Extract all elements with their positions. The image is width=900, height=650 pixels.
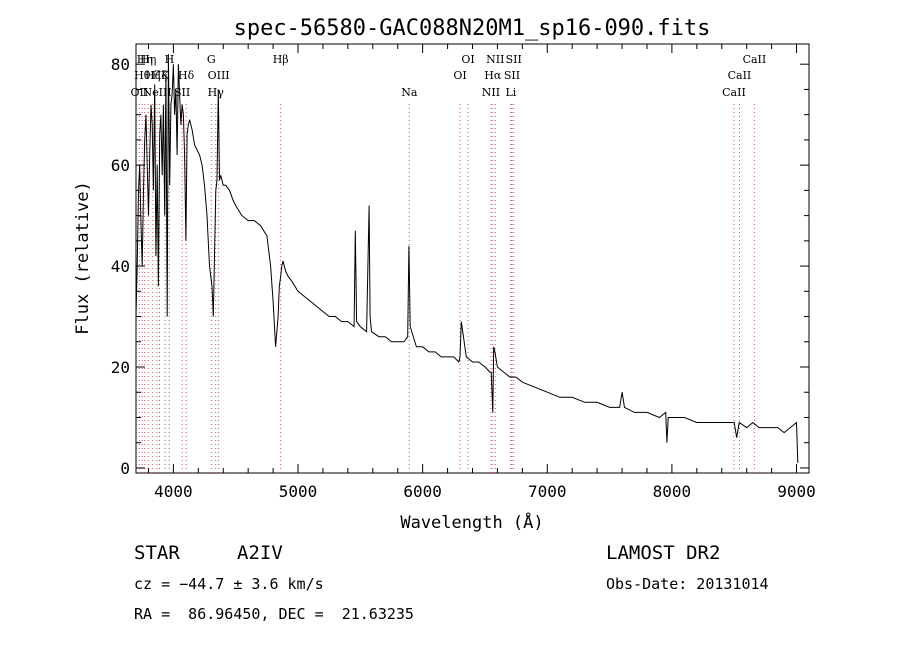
line-marker-label: CaII <box>722 86 746 99</box>
observation-date: Obs-Date: 20131014 <box>606 575 769 593</box>
redshift-value: cz = −44.7 ± 3.6 km/s <box>134 575 324 593</box>
y-tick-label: 80 <box>111 55 130 74</box>
line-marker-label: OI <box>461 53 474 66</box>
line-marker-label: Hγ <box>208 86 225 99</box>
line-marker-label: SII <box>504 69 520 82</box>
line-marker-label: OII <box>131 86 149 99</box>
x-tick-label: 9000 <box>777 482 816 501</box>
y-tick-label: 40 <box>111 257 130 276</box>
line-marker-label: OIII <box>208 69 230 82</box>
line-marker-label: NII <box>482 86 500 99</box>
x-tick-label: 6000 <box>403 482 442 501</box>
plot-frame <box>135 43 810 474</box>
line-marker-label: Hη <box>137 53 153 66</box>
spectral-subclass: A2IV <box>237 542 283 564</box>
x-tick-label: 7000 <box>528 482 567 501</box>
spectrum-series-line <box>135 54 799 463</box>
line-marker-label: G <box>207 53 216 66</box>
x-tick-label: 4000 <box>154 482 193 501</box>
x-tick-label: 5000 <box>279 482 318 501</box>
line-marker-label: Hα <box>484 69 502 82</box>
line-marker-label: Na <box>401 86 418 99</box>
y-tick-label: 60 <box>111 156 130 175</box>
line-marker-label: CaII <box>728 69 752 82</box>
chart-title: spec-56580-GAC088N20M1_sp16-090.fits <box>234 16 711 41</box>
line-marker-label: Hβ <box>273 53 289 66</box>
line-marker-label: H <box>165 53 175 66</box>
line-marker-label: OI <box>453 69 466 82</box>
line-markers: OIIHθHηHηHζNeIIIHζKHSIIHδGHγOIIIHβNaOIOI… <box>131 53 767 473</box>
x-tick-label: 8000 <box>653 482 692 501</box>
y-axis-label: Flux (relative) <box>73 181 93 335</box>
line-marker-label: NeIII <box>142 86 171 99</box>
line-marker-label: Hη <box>140 53 156 66</box>
axis-ticks: 4000 5000 6000 7000 8000 9000 0 20 40 60 80 <box>111 44 816 501</box>
line-marker-label: Hθ <box>134 69 151 82</box>
line-marker-label: Li <box>505 86 516 99</box>
line-marker-label: CaII <box>743 53 767 66</box>
line-marker-label: Hζ <box>145 69 161 82</box>
survey-name: LAMOST DR2 <box>606 542 721 564</box>
object-type: STAR <box>134 542 180 564</box>
coordinates: RA = 86.96450, DEC = 21.63235 <box>134 605 414 623</box>
y-tick-label: 20 <box>111 358 130 377</box>
line-marker-label: Hζ <box>152 69 168 82</box>
line-marker-label: SII <box>506 53 522 66</box>
y-tick-label: 0 <box>120 459 130 478</box>
x-axis-label: Wavelength (Å) <box>400 511 543 533</box>
line-marker-label: NII <box>486 53 504 66</box>
line-marker-label: Hδ <box>178 69 195 82</box>
